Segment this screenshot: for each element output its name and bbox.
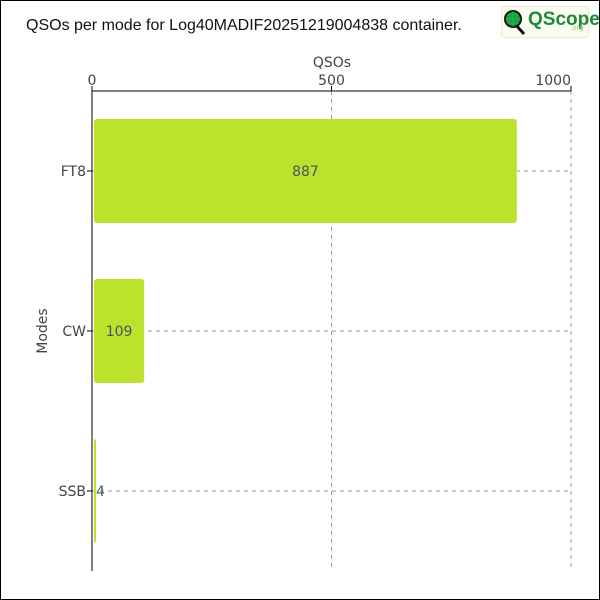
x-tick-label: 0 xyxy=(88,73,97,89)
x-tick-label: 1000 xyxy=(535,73,571,89)
y-tick-label: SSB xyxy=(59,484,86,500)
logo-suffix: .org xyxy=(570,24,584,32)
data-label: 887 xyxy=(292,164,319,180)
data-label: 109 xyxy=(106,324,133,340)
qscope-logo: QScope .org xyxy=(501,6,599,38)
data-label: 4 xyxy=(96,484,105,500)
bar-ssb xyxy=(94,439,96,543)
y-tick-label: CW xyxy=(62,324,86,340)
x-axis-label: QSOs xyxy=(313,55,351,71)
magnifier-globe-icon xyxy=(504,10,526,36)
y-axis-label: Modes xyxy=(35,308,51,353)
bar-cw xyxy=(94,279,145,383)
x-tick-label: 500 xyxy=(318,73,345,89)
bar-ft8 xyxy=(94,119,517,223)
y-tick-label: FT8 xyxy=(61,164,86,180)
chart-title: QSOs per mode for Log40MADIF202512190048… xyxy=(26,17,462,34)
logo-text: QScope xyxy=(528,9,600,30)
